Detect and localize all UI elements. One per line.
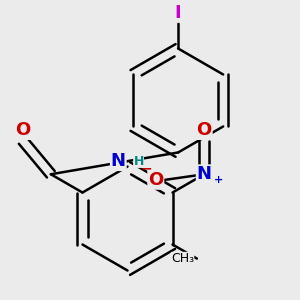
Text: −: − [141, 162, 152, 176]
Text: I: I [175, 4, 181, 22]
Text: O: O [148, 171, 164, 189]
Text: H: H [134, 155, 144, 168]
Text: +: + [214, 175, 223, 185]
Text: N: N [197, 165, 212, 183]
Text: O: O [15, 121, 30, 139]
Text: N: N [111, 152, 126, 170]
Text: CH₃: CH₃ [171, 252, 194, 265]
Text: O: O [196, 121, 212, 139]
